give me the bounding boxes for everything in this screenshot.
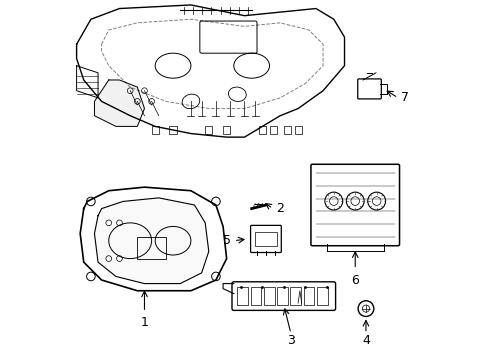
Bar	[290, 287, 301, 305]
Bar	[294, 126, 301, 134]
Text: 3: 3	[286, 334, 294, 347]
Bar	[250, 287, 261, 305]
Bar	[258, 126, 265, 134]
Bar	[237, 287, 247, 305]
Polygon shape	[94, 198, 208, 284]
Text: 6: 6	[350, 274, 359, 287]
Bar	[223, 126, 230, 134]
Polygon shape	[94, 80, 144, 126]
Bar	[269, 126, 276, 134]
Bar	[277, 287, 287, 305]
Bar	[316, 287, 327, 305]
Bar	[283, 126, 290, 134]
Bar	[151, 126, 159, 134]
Bar	[264, 287, 274, 305]
Bar	[137, 237, 165, 258]
Text: 7: 7	[401, 91, 408, 104]
Text: 2: 2	[276, 202, 284, 215]
Bar	[303, 287, 314, 305]
Bar	[169, 126, 176, 134]
Bar	[255, 232, 276, 246]
Bar	[205, 126, 212, 134]
Text: 1: 1	[140, 316, 148, 329]
Text: 4: 4	[361, 334, 369, 347]
Text: 5: 5	[222, 234, 230, 247]
